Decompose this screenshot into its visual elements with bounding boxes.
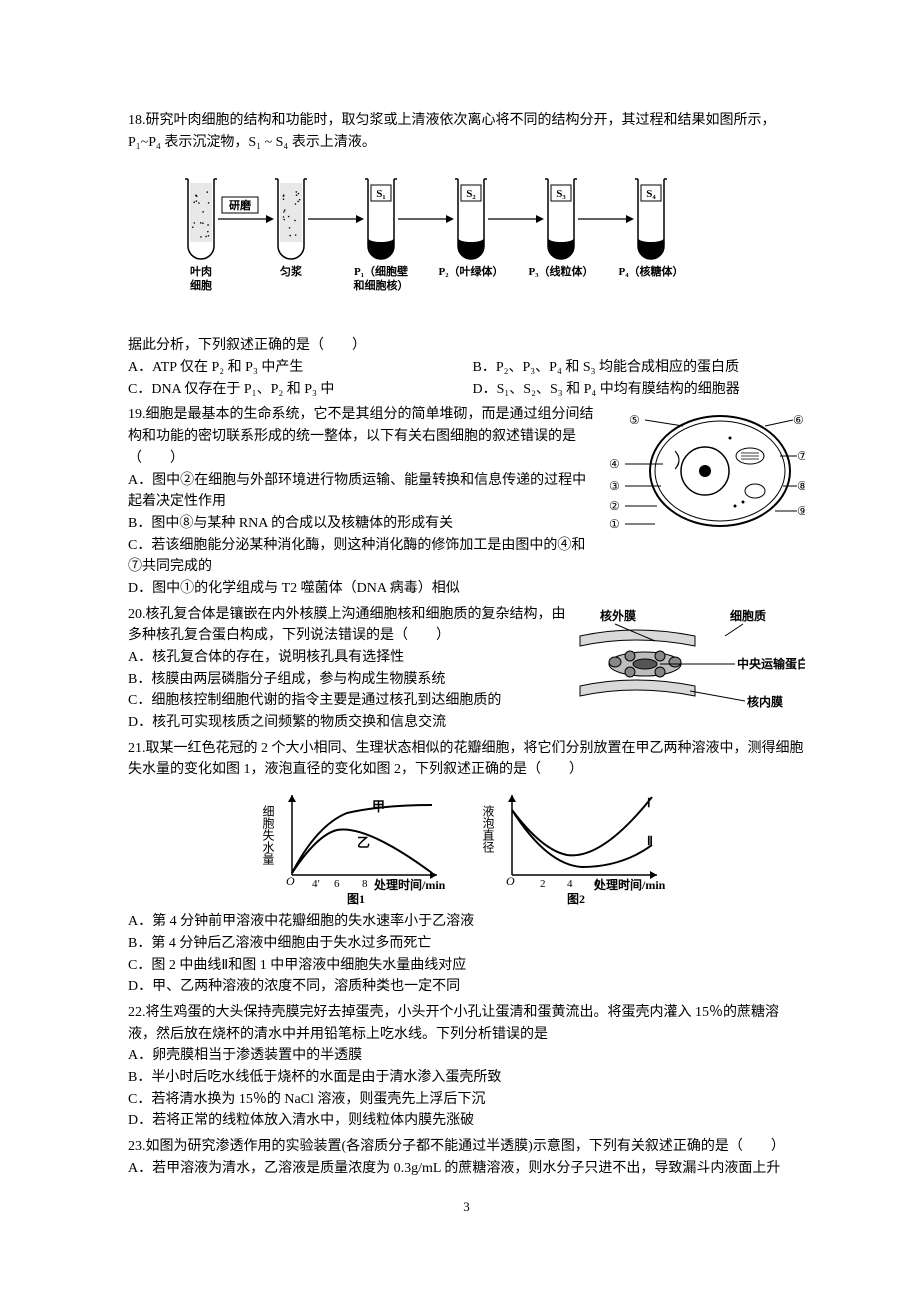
- cell-label-9: ⑨: [797, 504, 805, 518]
- svg-text:S₂: S₂: [466, 188, 476, 200]
- q19-opt-c: C．若该细胞能分泌某种消化酶，则这种消化酶的修饰加工是由图中的④和⑦共同完成的: [128, 535, 805, 578]
- svg-text:O: O: [506, 874, 515, 888]
- svg-text:4′: 4′: [312, 878, 320, 890]
- svg-text:P₁（细胞壁: P₁（细胞壁: [354, 264, 408, 278]
- svg-text:叶肉: 叶肉: [190, 264, 212, 278]
- svg-text:Ⅰ: Ⅰ: [647, 796, 651, 810]
- svg-text:处理时间/min: 处理时间/min: [593, 877, 666, 892]
- q19-opt-d: D．图中①的化学组成与 T2 噬菌体（DNA 病毒）相似: [128, 578, 805, 600]
- svg-text:研磨: 研磨: [229, 198, 252, 212]
- q21-opt-c: C．图 2 中曲线Ⅱ和图 1 中甲溶液中细胞失水量曲线对应: [128, 955, 805, 977]
- svg-text:S₄: S₄: [646, 188, 656, 200]
- svg-text:O: O: [286, 874, 295, 888]
- cell-label-4: ④: [609, 457, 620, 471]
- cell-label-5: ⑤: [629, 413, 640, 427]
- svg-text:和细胞核）: 和细胞核）: [354, 278, 409, 292]
- cell-label-3: ③: [609, 479, 620, 493]
- svg-text:Ⅱ: Ⅱ: [647, 834, 653, 848]
- q22-opt-a: A．卵壳膜相当于渗透装置中的半透膜: [128, 1045, 805, 1067]
- q21-figures: 甲 乙 4′ 6 8 O 细胞失水量 处理时间/min 图1: [128, 785, 805, 905]
- cell-label-8: ⑧: [797, 479, 805, 493]
- svg-text:P₃（线粒体）: P₃（线粒体）: [528, 264, 593, 278]
- cell-label-1: ①: [609, 517, 620, 531]
- q18-opt-a: A．ATP 仅在 P₂ 和 P₃ 中产生: [128, 357, 461, 379]
- q21-stem: 21.取某一红色花冠的 2 个大小相同、生理状态相似的花瓣细胞，将它们分别放置在…: [128, 738, 805, 781]
- svg-text:甲: 甲: [372, 799, 385, 814]
- question-18: 18.研究叶肉细胞的结构和功能时，取匀浆或上清液依次离心将不同的结构分开，其过程…: [128, 110, 805, 400]
- cell-label-7: ⑦: [797, 449, 805, 463]
- q20-nuclear-pore-figure: 核外膜 细胞质 中央运输蛋白 核内膜: [575, 606, 805, 716]
- cell-label-2: ②: [609, 499, 620, 513]
- q22-opt-d: D．若将正常的线粒体放入清水中，则线粒体内膜先涨破: [128, 1110, 805, 1132]
- svg-text:处理时间/min: 处理时间/min: [373, 877, 446, 892]
- svg-text:P₄（核糖体）: P₄（核糖体）: [618, 264, 683, 278]
- q21-figure-1: 甲 乙 4′ 6 8 O 细胞失水量 处理时间/min 图1: [262, 785, 452, 905]
- page-number: 3: [128, 1197, 805, 1217]
- q22-opt-b: B．半小时后吃水线低于烧杯的水面是由于清水渗入蛋壳所致: [128, 1067, 805, 1089]
- q19-cell-figure: ① ② ③ ④ ⑤ ⑥ ⑦ ⑧ ⑨: [605, 406, 805, 536]
- svg-text:图2: 图2: [567, 892, 585, 905]
- svg-text:液泡直径: 液泡直径: [482, 804, 495, 853]
- question-19: ① ② ③ ④ ⑤ ⑥ ⑦ ⑧ ⑨ 19.细胞是最基本的生命系统，它不是其组分的…: [128, 404, 805, 599]
- npc-label-center: 中央运输蛋白: [737, 656, 805, 671]
- q18-stem-1: 18.研究叶肉细胞的结构和功能时，取匀浆或上清液依次离心将不同的结构分开，其过程…: [128, 110, 805, 153]
- q18-opt-c: C．DNA 仅存在于 P₁、P₂ 和 P₃ 中: [128, 379, 461, 401]
- svg-text:匀浆: 匀浆: [280, 264, 303, 278]
- question-21: 21.取某一红色花冠的 2 个大小相同、生理状态相似的花瓣细胞，将它们分别放置在…: [128, 738, 805, 998]
- svg-text:细胞: 细胞: [190, 278, 212, 292]
- svg-text:乙: 乙: [357, 835, 370, 850]
- svg-text:6: 6: [334, 878, 340, 890]
- svg-text:S₁: S₁: [376, 188, 385, 200]
- npc-label-inner: 核内膜: [747, 694, 783, 709]
- svg-text:P₂（叶绿体）: P₂（叶绿体）: [438, 264, 503, 278]
- q18-opt-d: D．S₁、S₂、S₃ 和 P₄ 中均有膜结构的细胞器: [473, 379, 806, 401]
- q21-figure-2: Ⅰ Ⅱ 2 4 6 8 O 液泡直径 处理时间/min 图2: [482, 785, 672, 905]
- q18-opt-b: B．P₂、P₃、P₄ 和 S₃ 均能合成相应的蛋白质: [473, 357, 806, 379]
- question-23: 23.如图为研究渗透作用的实验装置(各溶质分子都不能通过半透膜)示意图，下列有关…: [128, 1136, 805, 1179]
- cell-label-6: ⑥: [793, 413, 804, 427]
- q22-stem: 22.将生鸡蛋的大头保持壳膜完好去掉蛋壳，小头开个小孔让蛋清和蛋黄流出。将蛋壳内…: [128, 1002, 805, 1045]
- q18-figure: 叶肉细胞 匀浆 S₁ P₁（细胞壁和细胞核） S₂ P₂（叶绿体） S₃ P₃（线粒体） S₄ P…: [168, 159, 728, 329]
- svg-text:图1: 图1: [347, 892, 365, 905]
- question-20: 核外膜 细胞质 中央运输蛋白 核内膜: [128, 604, 805, 734]
- npc-label-outer: 核外膜: [600, 608, 636, 623]
- q22-opt-c: C．若将清水换为 15％的 NaCl 溶液，则蛋壳先上浮后下沉: [128, 1089, 805, 1111]
- q23-stem: 23.如图为研究渗透作用的实验装置(各溶质分子都不能通过半透膜)示意图，下列有关…: [128, 1136, 805, 1158]
- svg-text:细胞失水量: 细胞失水量: [262, 805, 275, 865]
- q21-opt-a: A．第 4 分钟前甲溶液中花瓣细胞的失水速率小于乙溶液: [128, 911, 805, 933]
- npc-label-cyto: 细胞质: [730, 608, 766, 623]
- svg-text:S₃: S₃: [556, 188, 566, 200]
- svg-text:4: 4: [567, 878, 573, 890]
- q21-opt-b: B．第 4 分钟后乙溶液中细胞由于失水过多而死亡: [128, 933, 805, 955]
- svg-text:2: 2: [540, 878, 546, 890]
- svg-text:8: 8: [362, 878, 368, 890]
- q21-opt-d: D．甲、乙两种溶液的浓度不同，溶质种类也一定不同: [128, 976, 805, 998]
- q18-stem-2: 据此分析，下列叙述正确的是（ ）: [128, 335, 805, 357]
- question-22: 22.将生鸡蛋的大头保持壳膜完好去掉蛋壳，小头开个小孔让蛋清和蛋黄流出。将蛋壳内…: [128, 1002, 805, 1132]
- q23-opt-a: A．若甲溶液为清水，乙溶液是质量浓度为 0.3g/mL 的蔗糖溶液，则水分子只进…: [128, 1158, 805, 1180]
